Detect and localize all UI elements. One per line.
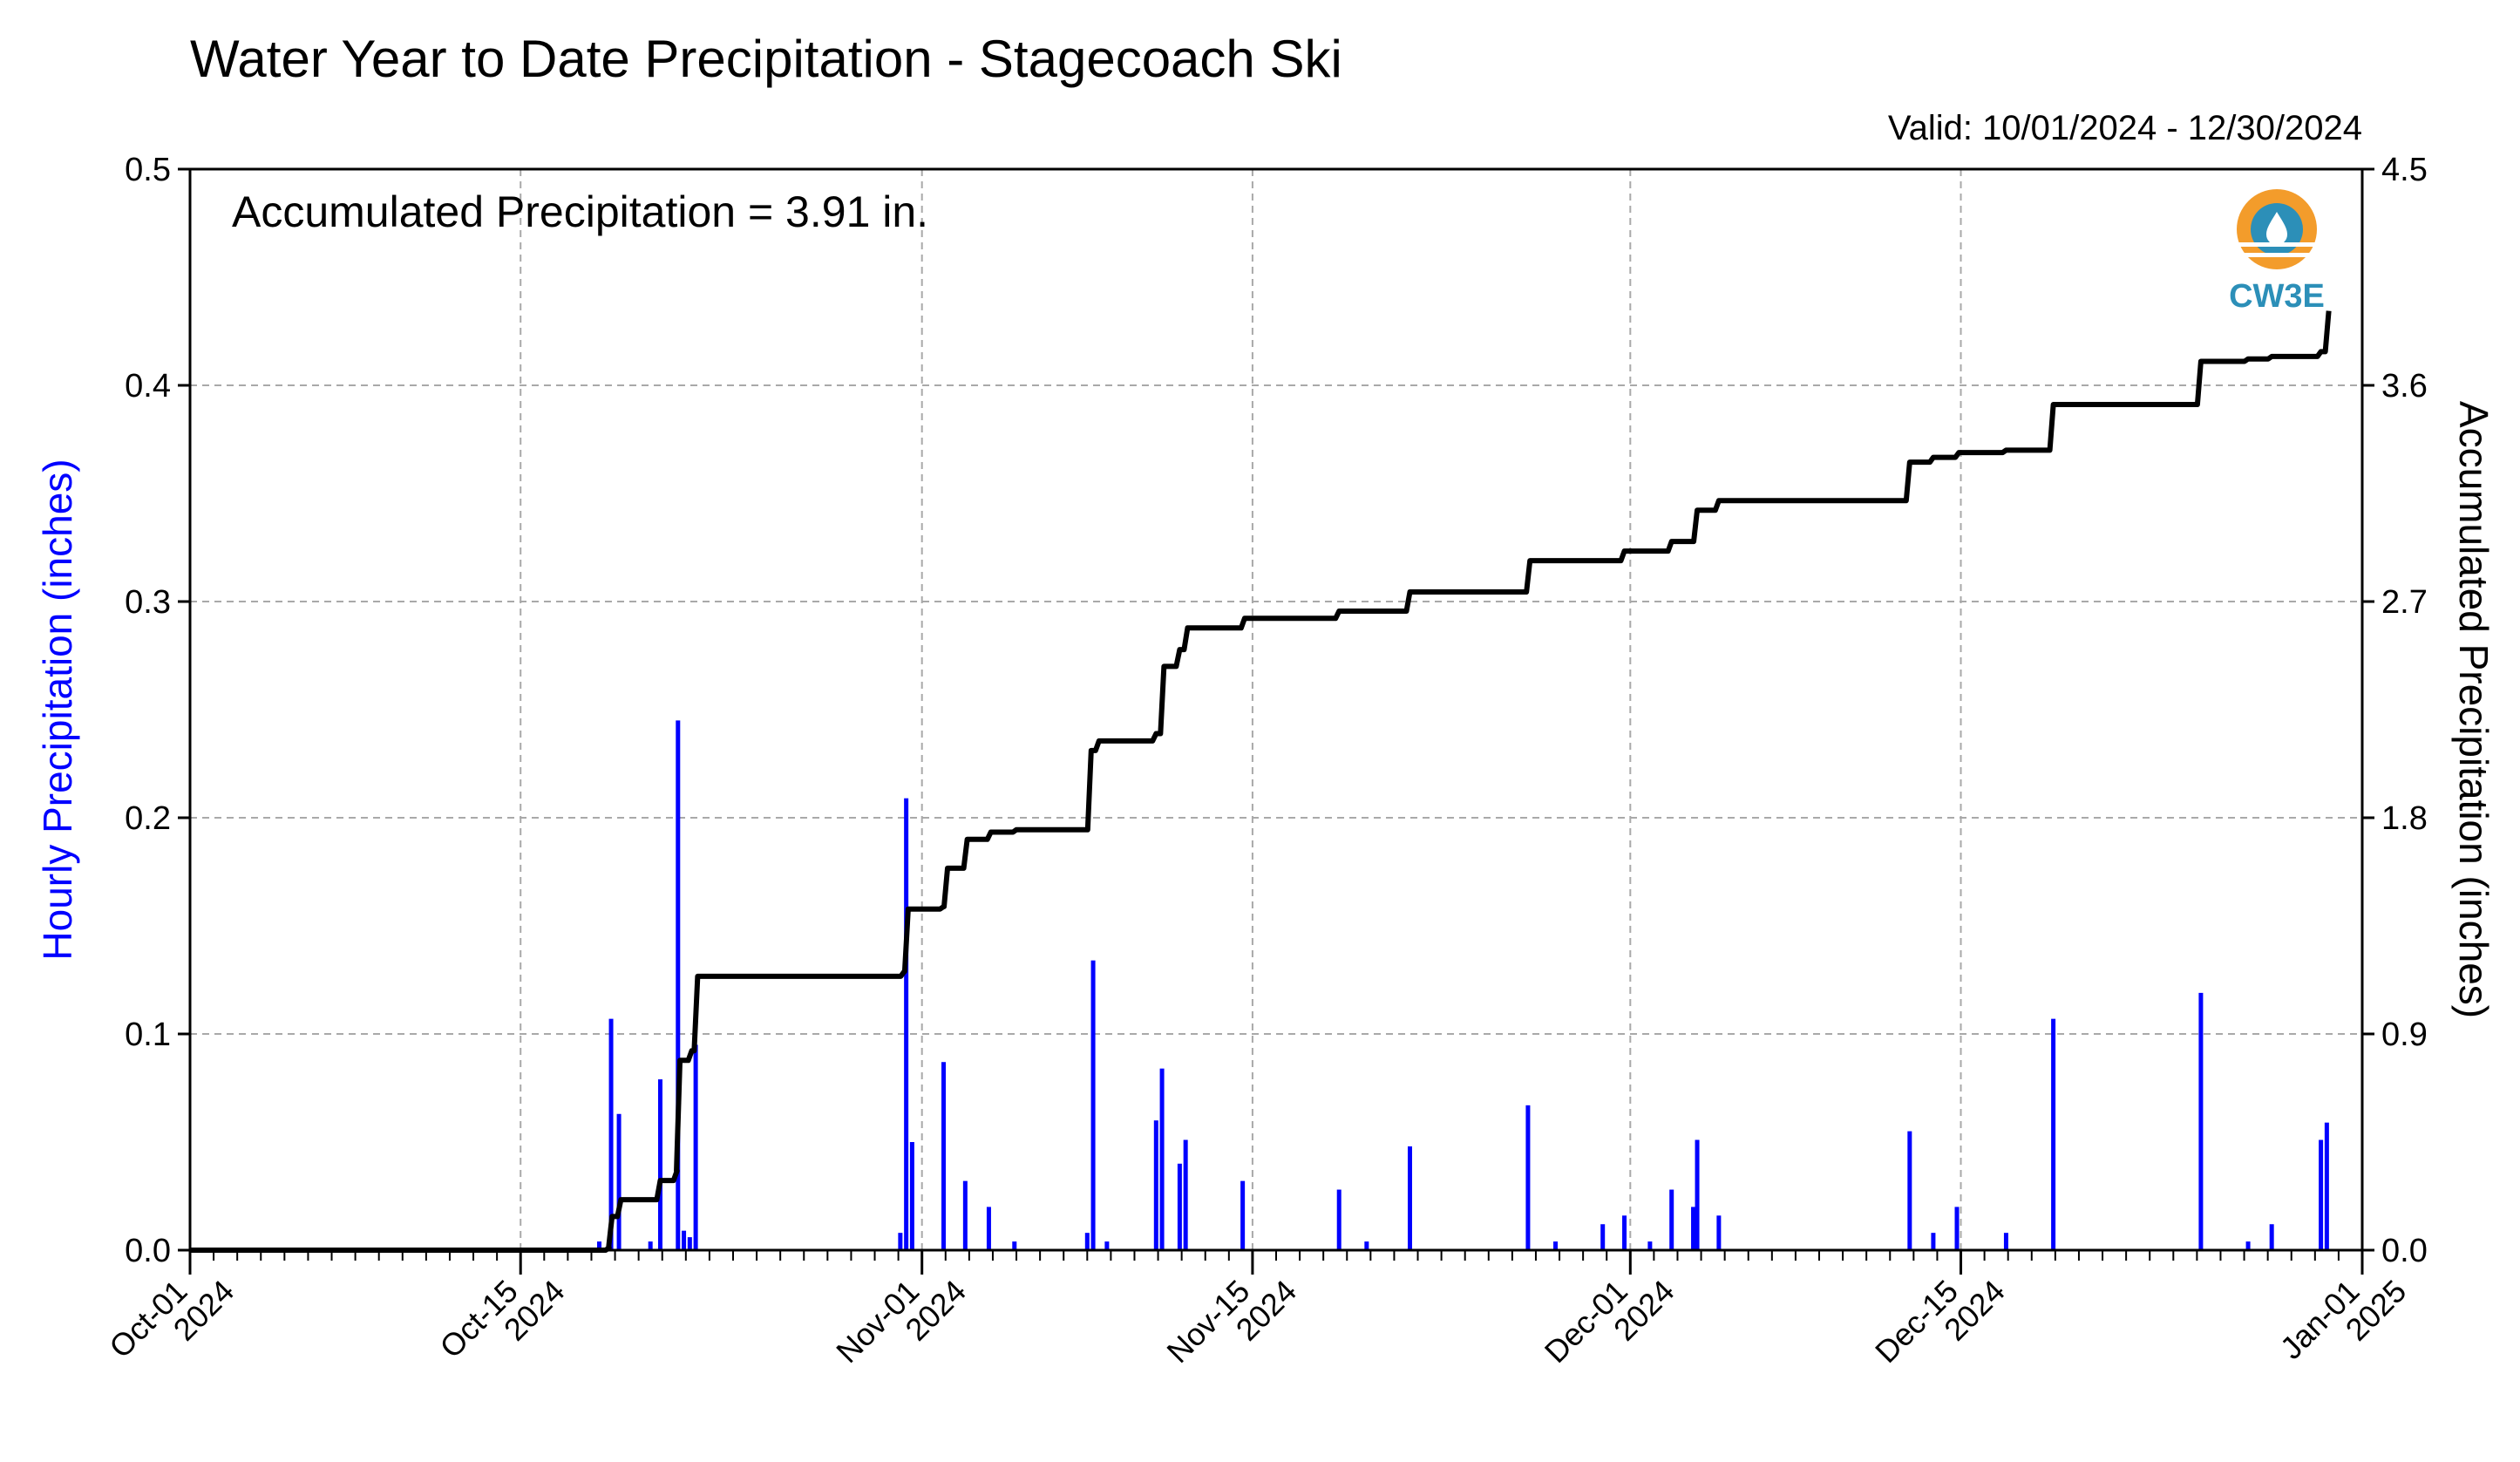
- hourly-precip-bar: [1159, 1068, 1165, 1250]
- hourly-precip-bar: [1525, 1105, 1531, 1250]
- right-y-tick-label: 2.7: [2381, 584, 2428, 621]
- hourly-precip-bar: [941, 1062, 947, 1250]
- hourly-precip-bar: [1716, 1215, 1722, 1250]
- right-y-tick-label: 0.0: [2381, 1233, 2428, 1269]
- left-y-tick-label: 0.5: [125, 152, 171, 188]
- hourly-precip-bar: [1622, 1215, 1627, 1250]
- hourly-precip-bar: [1407, 1146, 1412, 1250]
- hourly-precip-bar: [1691, 1207, 1696, 1250]
- hourly-precip-bar: [597, 1241, 602, 1250]
- logo-text: CW3E: [2229, 278, 2325, 315]
- logo-wave-2: [2237, 253, 2317, 257]
- hourly-precip-bar: [2198, 992, 2204, 1250]
- left-y-tick-label: 0.3: [125, 584, 171, 621]
- hourly-precip-bar: [616, 1113, 622, 1250]
- hourly-precip-bar: [898, 1233, 903, 1250]
- hourly-precip-bar: [682, 1230, 687, 1250]
- hourly-precip-bar: [2051, 1018, 2056, 1250]
- right-axis-label: Accumulated Precipitation (inches): [2451, 401, 2496, 1018]
- hourly-precip-bar: [1090, 960, 1096, 1250]
- left-axis-label: Hourly Precipitation (inches): [35, 459, 80, 960]
- hourly-precip-bar: [608, 1018, 614, 1250]
- hourly-precip-bar: [1084, 1233, 1090, 1250]
- hourly-precip-bar: [2269, 1224, 2274, 1250]
- hourly-precip-bar: [1336, 1189, 1342, 1250]
- hourly-precip-bar: [909, 1142, 914, 1250]
- hourly-precip-bar: [1153, 1120, 1158, 1250]
- hourly-precip-bar: [1647, 1241, 1653, 1250]
- hourly-precip-bar: [2245, 1241, 2251, 1250]
- accumulated-annotation: Accumulated Precipitation = 3.91 in.: [232, 187, 928, 236]
- hourly-precip-bar: [1669, 1189, 1674, 1250]
- hourly-precip-bar: [648, 1241, 653, 1250]
- accumulated-precip-line: [190, 310, 2332, 1253]
- left-y-tick-label: 0.2: [125, 800, 171, 837]
- logo-wave-1: [2237, 242, 2317, 247]
- hourly-precip-bar: [986, 1207, 991, 1250]
- hourly-precip-bar: [676, 720, 681, 1250]
- left-y-tick-label: 0.0: [125, 1233, 171, 1269]
- hourly-precip-bar: [1183, 1139, 1188, 1250]
- hourly-precip-bars: [597, 720, 2329, 1250]
- hourly-precip-bar: [1907, 1131, 1912, 1250]
- hourly-precip-bar: [1177, 1163, 1182, 1250]
- right-y-tick-label: 3.6: [2381, 368, 2428, 405]
- hourly-precip-bar: [1553, 1241, 1559, 1250]
- hourly-precip-bar: [962, 1180, 968, 1250]
- right-y-tick-label: 4.5: [2381, 152, 2428, 188]
- hourly-precip-bar: [1012, 1241, 1017, 1250]
- axes-ticks: 0.0 0.0 0.1 0.9 0.2 1.8 0.3 2.7 0.4 3.6 0.5 4.5 Oct-…: [102, 152, 2428, 1370]
- hourly-precip-bar: [1954, 1207, 1960, 1250]
- accumulated-precip-line-group: [190, 310, 2332, 1253]
- plot-frame: [188, 167, 2364, 1252]
- hourly-precip-bar: [2324, 1122, 2329, 1250]
- chart-title: Water Year to Date Precipitation - Stage…: [190, 30, 1342, 88]
- right-y-tick-label: 0.9: [2381, 1017, 2428, 1053]
- left-y-tick-label: 0.4: [125, 368, 171, 405]
- hourly-precip-bar: [904, 798, 909, 1250]
- hourly-precip-bar: [693, 1044, 698, 1250]
- left-y-tick-label: 0.1: [125, 1017, 171, 1053]
- hourly-precip-bar: [1104, 1241, 1110, 1250]
- hourly-precip-bar: [1240, 1180, 1246, 1250]
- logo-drop-icon: [2266, 212, 2287, 245]
- hourly-precip-bar: [1931, 1233, 1936, 1250]
- hourly-precip-bar: [657, 1079, 662, 1250]
- hourly-precip-bar: [687, 1237, 692, 1250]
- grid-lines: [190, 169, 2362, 1250]
- hourly-precip-bar: [1695, 1139, 1700, 1250]
- valid-date-range: Valid: 10/01/2024 - 12/30/2024: [1888, 109, 2362, 147]
- hourly-precip-bar: [1600, 1224, 1606, 1250]
- hourly-precip-bar: [2319, 1139, 2324, 1250]
- hourly-precip-bar: [2003, 1233, 2008, 1250]
- right-y-tick-label: 1.8: [2381, 800, 2428, 837]
- cw3e-logo: CW3E: [2229, 189, 2325, 315]
- hourly-precip-bar: [1364, 1241, 1369, 1250]
